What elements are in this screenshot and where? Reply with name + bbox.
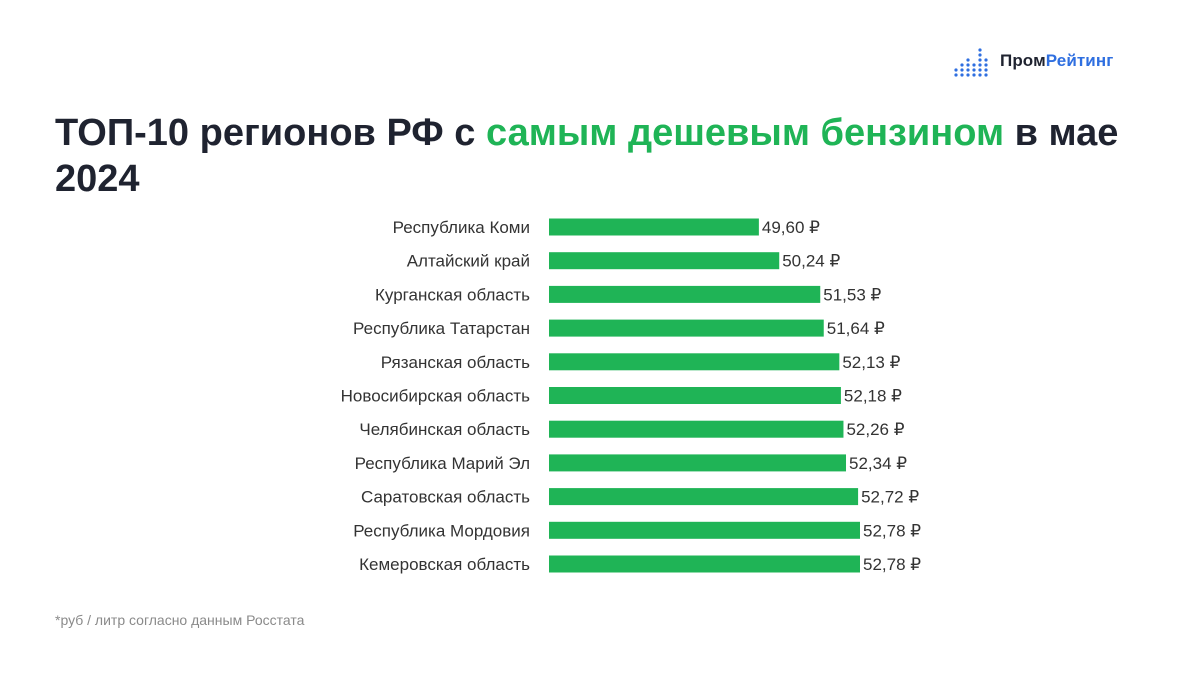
footnote: *руб / литр согласно данным Росстата: [55, 612, 305, 628]
equalizer-icon: [954, 48, 988, 77]
category-label: Кемеровская область: [359, 555, 530, 574]
bar: [549, 387, 841, 404]
title-text-end: в мае 2024: [55, 112, 1119, 200]
bar: [549, 488, 859, 506]
value-label: 52,26 ₽: [846, 420, 904, 439]
bar: [549, 420, 844, 438]
category-label: Республика Мордовия: [353, 521, 530, 540]
value-label: 52,78 ₽: [863, 555, 921, 574]
value-label: 49,60 ₽: [762, 218, 820, 237]
bar: [549, 521, 860, 539]
bar: [549, 454, 847, 472]
value-label: 52,34 ₽: [849, 454, 907, 473]
bar: [549, 285, 821, 303]
brand-name-part2: Рейтинг: [1045, 51, 1114, 70]
bar: [549, 218, 759, 236]
bar-chart: Республика Коми 49,60 ₽ Алтайский край 50,2…: [341, 218, 922, 574]
value-label: 50,24 ₽: [782, 252, 840, 271]
value-label: 52,13 ₽: [842, 353, 900, 372]
value-label: 52,78 ₽: [863, 521, 921, 540]
category-label: Республика Марий Эл: [355, 454, 530, 473]
category-label: Алтайский край: [407, 252, 530, 271]
title-highlight: самым дешевым бензином: [485, 112, 1005, 154]
category-label: Республика Коми: [393, 218, 530, 237]
bar: [549, 353, 840, 371]
brand-name: ПромРейтинг: [1000, 51, 1113, 71]
category-label: Курганская область: [375, 285, 530, 304]
category-label: Рязанская область: [381, 353, 530, 372]
category-label: Челябинская область: [359, 420, 530, 439]
brand-name-part1: Пром: [1000, 51, 1046, 70]
value-label: 52,18 ₽: [844, 387, 902, 406]
bar: [549, 319, 824, 337]
page-title: ТОП-10 регионов РФ с самым дешевым бензи…: [55, 110, 1145, 202]
bar: [549, 555, 860, 573]
value-label: 52,72 ₽: [861, 488, 919, 507]
title-text: ТОП-10 регионов РФ с: [55, 112, 486, 154]
brand-logo: ПромРейтинг: [952, 44, 1113, 78]
category-label: Республика Татарстан: [353, 319, 530, 338]
category-label: Саратовская область: [361, 488, 530, 507]
category-label: Новосибирская область: [341, 387, 530, 406]
value-label: 51,64 ₽: [827, 319, 885, 338]
bar: [549, 252, 780, 270]
value-label: 51,53 ₽: [823, 285, 881, 304]
